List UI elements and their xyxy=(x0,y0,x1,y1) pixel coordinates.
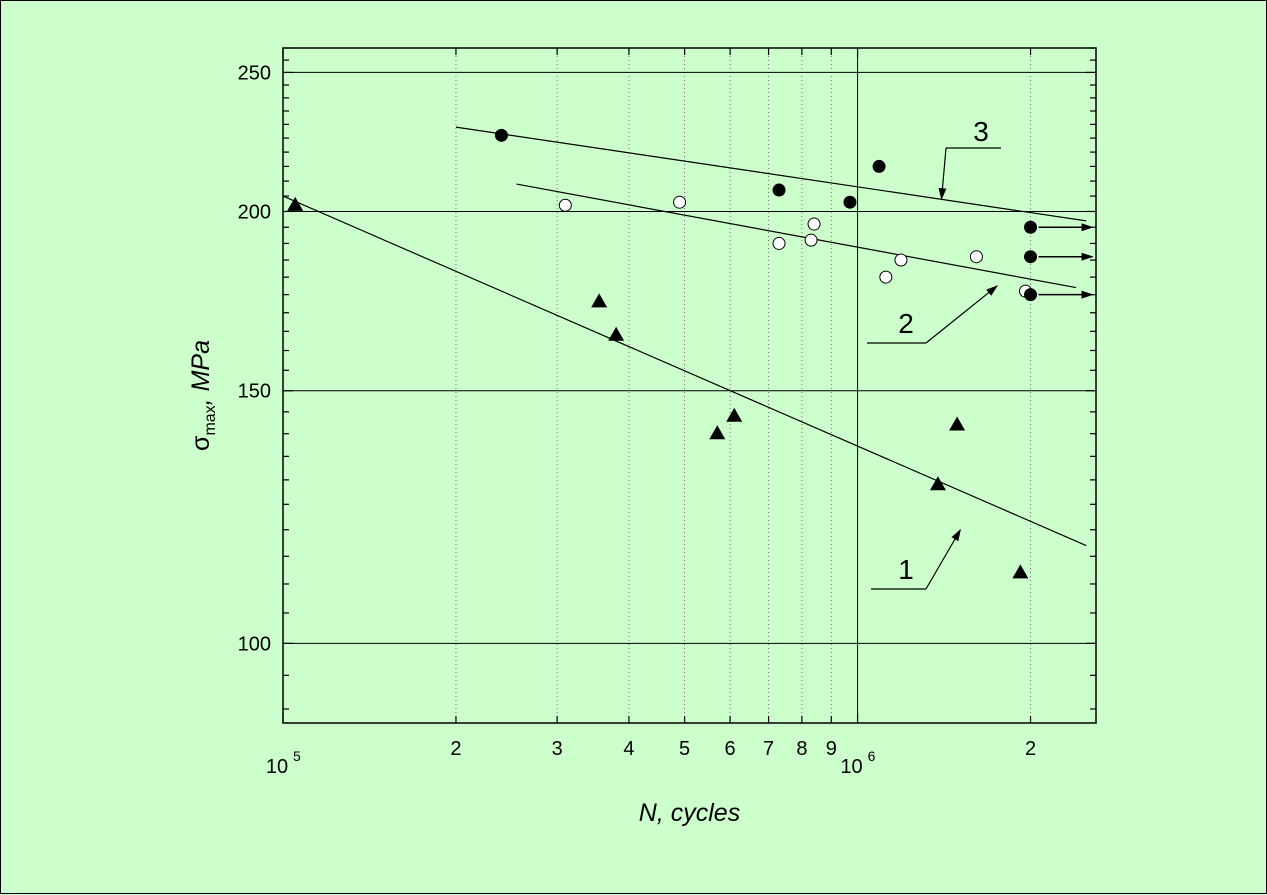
x-axis-title: N, cycles xyxy=(639,799,740,827)
y-tick-label: 200 xyxy=(238,201,271,223)
x-tick-label: 7 xyxy=(763,738,774,760)
grid xyxy=(283,48,1096,723)
data-points xyxy=(287,128,1038,579)
x-tick-label: 2 xyxy=(450,738,461,760)
open-circle-point xyxy=(879,270,893,284)
triangle-point xyxy=(287,196,304,211)
filled-circle-point xyxy=(772,183,786,197)
filled-circle-point xyxy=(843,195,857,209)
fit-line-series-3 xyxy=(455,126,1087,222)
open-circle-point xyxy=(558,198,572,212)
x-tick-label: 2 xyxy=(1025,738,1036,760)
open-circle-point xyxy=(804,233,818,247)
curve-label-3: 3 xyxy=(973,116,989,147)
x-tick-label: 3 xyxy=(552,738,563,760)
curve-labels: 1 2 3 xyxy=(867,116,1001,590)
fit-line-series-2 xyxy=(516,183,1077,289)
open-circle-point xyxy=(894,253,908,267)
y-tick-label: 250 xyxy=(238,62,271,84)
plot-border xyxy=(282,47,1097,724)
filled-circle-point xyxy=(494,128,508,142)
triangle-point xyxy=(591,293,608,308)
open-circle-point xyxy=(807,217,821,231)
curve-label-1: 1 xyxy=(898,554,914,585)
open-circle-point xyxy=(673,195,687,209)
fit-line-series-1 xyxy=(282,195,1087,547)
curve-label-leader xyxy=(925,285,998,344)
triangle-point xyxy=(929,476,946,491)
triangle-point xyxy=(1012,564,1029,579)
x-tick-label: 10 xyxy=(266,756,288,778)
triangle-point xyxy=(709,425,726,440)
y-axis-title: σmax, MPa xyxy=(187,340,219,451)
open-circle-point xyxy=(772,236,786,250)
curve-label-leader xyxy=(925,528,961,590)
triangle-point xyxy=(949,416,966,431)
filled-circle-point xyxy=(1024,288,1038,302)
y-tick-label: 100 xyxy=(238,633,271,655)
curve-label-2: 2 xyxy=(898,308,914,339)
x-tick-label: 8 xyxy=(796,738,807,760)
x-tick-label: 10 xyxy=(840,756,862,778)
x-tick-label-exponent: 5 xyxy=(293,748,301,764)
y-tick-label: 150 xyxy=(238,381,271,403)
filled-circle-point xyxy=(872,159,886,173)
triangle-point xyxy=(608,326,625,341)
x-tick-label: 5 xyxy=(679,738,690,760)
curve-label-leader xyxy=(938,147,947,201)
open-circle-point xyxy=(969,250,983,264)
x-tick-label-exponent: 6 xyxy=(868,748,876,764)
x-tick-label: 4 xyxy=(623,738,634,760)
triangle-point xyxy=(726,407,743,422)
fit-lines xyxy=(282,126,1094,547)
x-tick-label: 6 xyxy=(725,738,736,760)
x-tick-label: 9 xyxy=(826,738,837,760)
filled-circle-point xyxy=(1024,220,1038,234)
filled-circle-point xyxy=(1024,250,1038,264)
